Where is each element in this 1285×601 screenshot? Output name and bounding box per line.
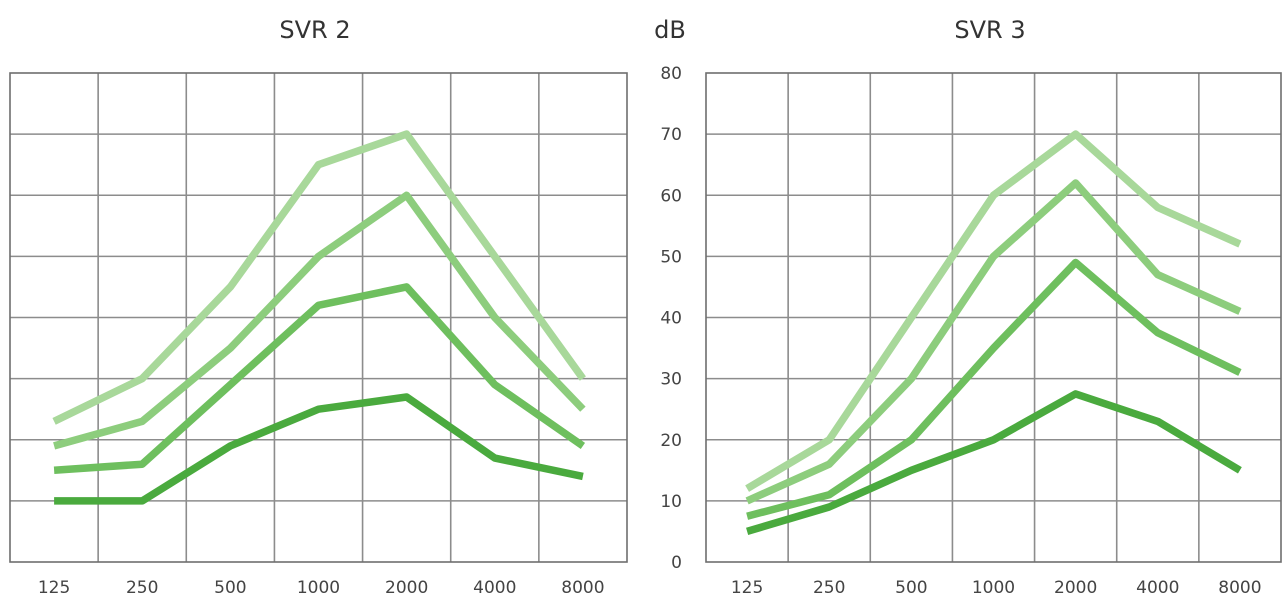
x-tick-label: 8000 (561, 578, 604, 598)
x-tick-label: 2000 (385, 578, 428, 598)
y-tick-label: 10 (660, 492, 682, 512)
svr2-series-line-4 (54, 393, 584, 505)
svr3-plot-frame (705, 72, 1282, 563)
svr3-chart: SVR 3 dB 125 250 500 1000 2000 4000 8000 0 10 20 3… (654, 16, 1282, 598)
x-tick-label: 4000 (1136, 578, 1179, 598)
x-tick-label: 125 (731, 578, 763, 598)
y-tick-label: 30 (660, 370, 682, 390)
x-tick-label: 500 (214, 578, 246, 598)
x-tick-label: 2000 (1054, 578, 1097, 598)
x-tick-label: 250 (813, 578, 845, 598)
svr2-title: SVR 2 (279, 16, 350, 44)
y-tick-label: 40 (660, 309, 682, 329)
x-tick-label: 8000 (1218, 578, 1261, 598)
svr2-plot-frame (9, 72, 628, 563)
x-tick-label: 250 (126, 578, 158, 598)
svr2-series-line-3 (53, 283, 586, 475)
svr2-series-line-2 (53, 191, 586, 450)
svr3-series-line-2 (745, 179, 1242, 505)
svr3-series-line-4 (746, 390, 1242, 535)
x-tick-label: 1000 (297, 578, 340, 598)
svr3-title: SVR 3 (954, 16, 1025, 44)
y-tick-label: 20 (660, 431, 682, 451)
x-tick-label: 500 (895, 578, 927, 598)
x-tick-label: 1000 (972, 578, 1015, 598)
svr3-series-line-1 (745, 130, 1242, 492)
y-tick-label: 50 (660, 247, 682, 267)
y-tick-label: 70 (660, 125, 682, 145)
x-tick-label: 4000 (473, 578, 516, 598)
svr3-gridlines (706, 73, 1281, 562)
y-tick-label: 60 (660, 186, 682, 206)
svr3-series-line-3 (746, 258, 1242, 520)
y-tick-label: 80 (660, 64, 682, 84)
svr2-chart: SVR 2 125 250 500 1000 2000 4000 8000 (9, 16, 628, 598)
y-axis-label: dB (654, 16, 686, 44)
x-tick-label: 125 (38, 578, 70, 598)
svr2-series-line-1 (52, 130, 586, 425)
y-tick-label: 0 (671, 553, 682, 573)
